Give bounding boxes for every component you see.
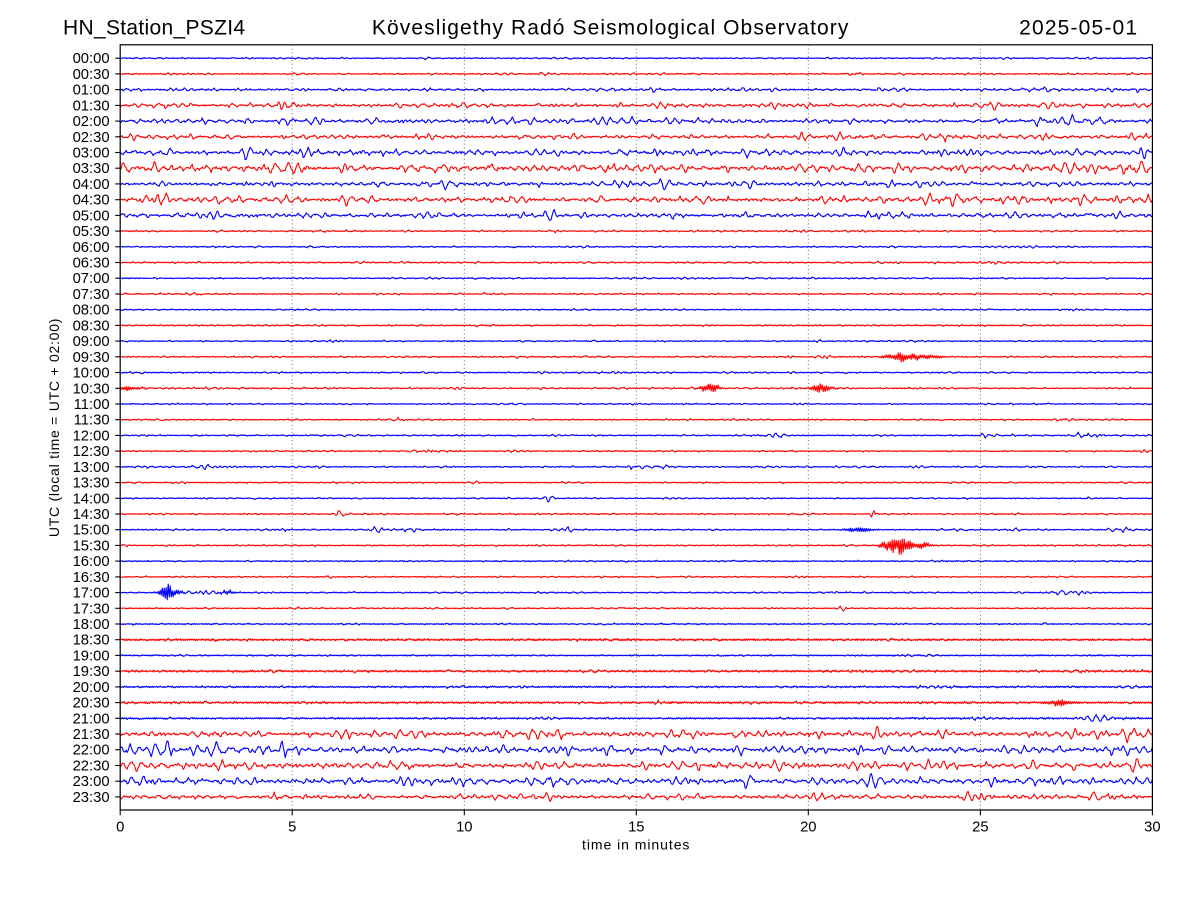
svg-text:00:00: 00:00 xyxy=(73,51,110,67)
svg-text:01:30: 01:30 xyxy=(73,98,110,114)
svg-text:10:00: 10:00 xyxy=(73,366,110,382)
svg-text:07:00: 07:00 xyxy=(73,271,110,287)
svg-text:20:00: 20:00 xyxy=(73,680,110,696)
svg-text:UTC (local time = UTC + 02:00): UTC (local time = UTC + 02:00) xyxy=(46,318,62,537)
svg-text:5: 5 xyxy=(288,820,296,836)
svg-text:05:30: 05:30 xyxy=(73,224,110,240)
svg-text:25: 25 xyxy=(972,820,988,836)
svg-text:20: 20 xyxy=(800,820,816,836)
svg-text:14:30: 14:30 xyxy=(73,507,110,523)
svg-text:17:00: 17:00 xyxy=(73,586,110,602)
svg-text:07:30: 07:30 xyxy=(73,287,110,303)
svg-text:09:00: 09:00 xyxy=(73,334,110,350)
svg-text:13:00: 13:00 xyxy=(73,460,110,476)
svg-text:21:00: 21:00 xyxy=(73,711,110,727)
svg-text:HN_Station_PSZI4: HN_Station_PSZI4 xyxy=(63,16,245,39)
svg-text:04:00: 04:00 xyxy=(73,177,110,193)
svg-text:08:00: 08:00 xyxy=(73,303,110,319)
svg-text:22:30: 22:30 xyxy=(73,759,110,775)
svg-text:15:00: 15:00 xyxy=(73,523,110,539)
svg-text:10: 10 xyxy=(456,820,472,836)
svg-text:09:30: 09:30 xyxy=(73,350,110,366)
svg-text:13:30: 13:30 xyxy=(73,476,110,492)
svg-text:06:00: 06:00 xyxy=(73,240,110,256)
svg-text:15: 15 xyxy=(628,820,644,836)
svg-text:18:00: 18:00 xyxy=(73,617,110,633)
svg-text:12:30: 12:30 xyxy=(73,444,110,460)
svg-text:Kövesligethy Radó Seismologica: Kövesligethy Radó Seismological Observat… xyxy=(372,16,850,39)
svg-text:02:30: 02:30 xyxy=(73,130,110,146)
svg-text:23:00: 23:00 xyxy=(73,774,110,790)
svg-text:12:00: 12:00 xyxy=(73,428,110,444)
svg-text:23:30: 23:30 xyxy=(73,790,110,806)
svg-text:11:30: 11:30 xyxy=(74,413,110,429)
svg-text:30: 30 xyxy=(1144,820,1160,836)
svg-text:time in minutes: time in minutes xyxy=(582,837,690,853)
svg-text:16:30: 16:30 xyxy=(73,570,110,586)
svg-text:17:30: 17:30 xyxy=(73,601,110,617)
svg-text:02:00: 02:00 xyxy=(73,114,110,130)
svg-text:22:00: 22:00 xyxy=(73,743,110,759)
svg-text:2025-05-01: 2025-05-01 xyxy=(1019,16,1138,39)
svg-text:08:30: 08:30 xyxy=(73,318,110,334)
svg-text:14:00: 14:00 xyxy=(73,491,110,507)
svg-text:11:00: 11:00 xyxy=(74,397,110,413)
svg-text:03:30: 03:30 xyxy=(73,161,110,177)
svg-text:10:30: 10:30 xyxy=(73,381,110,397)
svg-text:19:30: 19:30 xyxy=(73,664,110,680)
svg-text:21:30: 21:30 xyxy=(73,727,110,743)
svg-text:16:00: 16:00 xyxy=(73,554,110,570)
svg-text:15:30: 15:30 xyxy=(73,538,110,554)
svg-text:0: 0 xyxy=(116,820,124,836)
svg-text:06:30: 06:30 xyxy=(73,256,110,272)
svg-text:03:00: 03:00 xyxy=(73,146,110,162)
svg-text:05:00: 05:00 xyxy=(73,208,110,224)
svg-text:19:00: 19:00 xyxy=(73,648,110,664)
svg-text:01:00: 01:00 xyxy=(73,83,110,99)
svg-text:20:30: 20:30 xyxy=(73,696,110,712)
svg-text:18:30: 18:30 xyxy=(73,633,110,649)
svg-text:04:30: 04:30 xyxy=(73,193,110,209)
svg-text:00:30: 00:30 xyxy=(73,67,110,83)
